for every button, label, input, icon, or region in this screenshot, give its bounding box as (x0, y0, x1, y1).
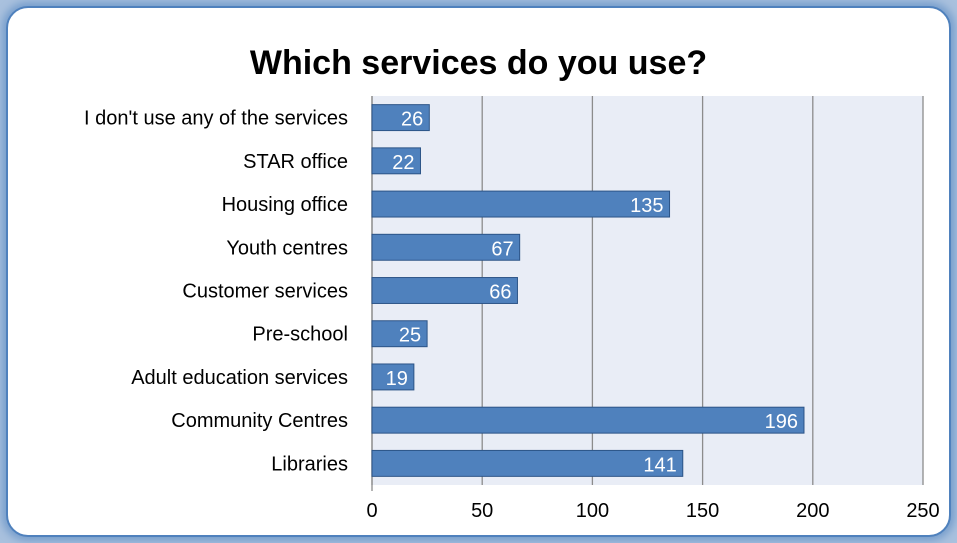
category-label: STAR office (243, 151, 348, 173)
x-tick-label: 250 (906, 500, 939, 522)
data-label: 22 (392, 152, 414, 174)
chart-title: Which services do you use? (249, 44, 708, 82)
data-label: 67 (491, 238, 513, 260)
category-label: Community Centres (171, 410, 348, 432)
category-label: Housing office (222, 194, 348, 216)
bar (371, 406, 805, 434)
bar (371, 190, 671, 218)
bar (371, 233, 521, 261)
category-label: Pre-school (252, 324, 348, 346)
x-tick-label: 150 (686, 500, 719, 522)
data-label: 26 (401, 109, 423, 131)
data-label: 66 (489, 282, 511, 304)
category-label: I don't use any of the services (84, 108, 348, 130)
data-label: 19 (386, 368, 408, 390)
x-tick-label: 100 (576, 500, 609, 522)
bars (371, 104, 805, 477)
x-tick-label: 0 (366, 500, 377, 522)
category-labels: I don't use any of the services STAR offi… (84, 108, 348, 476)
data-label: 196 (765, 411, 798, 433)
category-label: Youth centres (226, 237, 348, 259)
value-labels: 26 22 135 67 66 25 19 196 141 (386, 109, 798, 477)
data-label: 135 (630, 195, 663, 217)
category-label: Adult education services (131, 367, 348, 389)
bar (371, 363, 415, 391)
bar (371, 449, 684, 477)
data-label: 25 (399, 325, 421, 347)
bar (371, 277, 518, 304)
category-label: Customer services (182, 281, 348, 303)
bar (371, 147, 421, 175)
x-tick-label: 200 (796, 500, 829, 522)
bar (371, 320, 428, 348)
bar (371, 104, 430, 132)
x-tick-labels: 0 50 100 150 200 250 (366, 500, 939, 522)
category-label: Libraries (271, 453, 348, 475)
x-tick-label: 50 (471, 500, 493, 522)
data-label: 141 (643, 454, 676, 476)
